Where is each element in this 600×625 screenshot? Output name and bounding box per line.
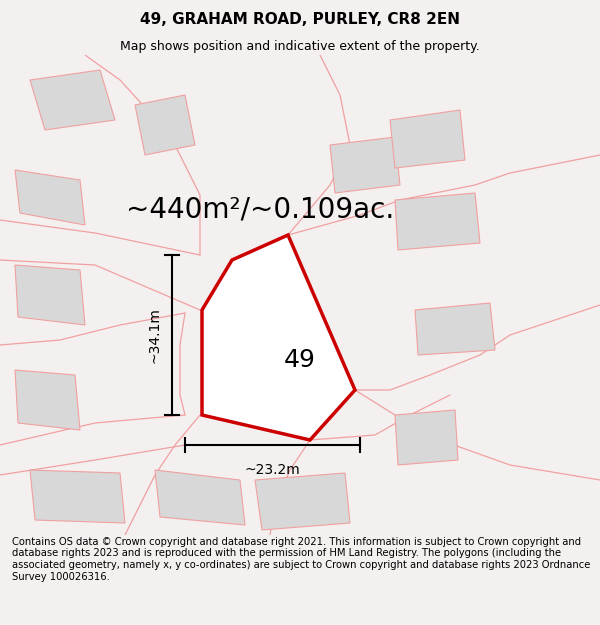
Polygon shape (15, 370, 80, 430)
Polygon shape (390, 110, 465, 168)
Polygon shape (15, 170, 85, 225)
Polygon shape (255, 473, 350, 530)
Text: 49: 49 (284, 348, 316, 372)
Polygon shape (135, 95, 195, 155)
Polygon shape (205, 315, 300, 375)
Text: 49, GRAHAM ROAD, PURLEY, CR8 2EN: 49, GRAHAM ROAD, PURLEY, CR8 2EN (140, 12, 460, 27)
Text: ~440m²/~0.109ac.: ~440m²/~0.109ac. (126, 196, 394, 224)
Polygon shape (395, 193, 480, 250)
Polygon shape (30, 70, 115, 130)
Text: ~23.2m: ~23.2m (245, 463, 301, 477)
Polygon shape (330, 137, 400, 193)
Polygon shape (155, 470, 245, 525)
Text: Map shows position and indicative extent of the property.: Map shows position and indicative extent… (120, 39, 480, 52)
Polygon shape (395, 410, 458, 465)
Polygon shape (415, 303, 495, 355)
Polygon shape (15, 265, 85, 325)
Text: ~34.1m: ~34.1m (147, 307, 161, 363)
Text: Contains OS data © Crown copyright and database right 2021. This information is : Contains OS data © Crown copyright and d… (12, 537, 590, 582)
Polygon shape (202, 235, 355, 440)
Polygon shape (30, 470, 125, 523)
